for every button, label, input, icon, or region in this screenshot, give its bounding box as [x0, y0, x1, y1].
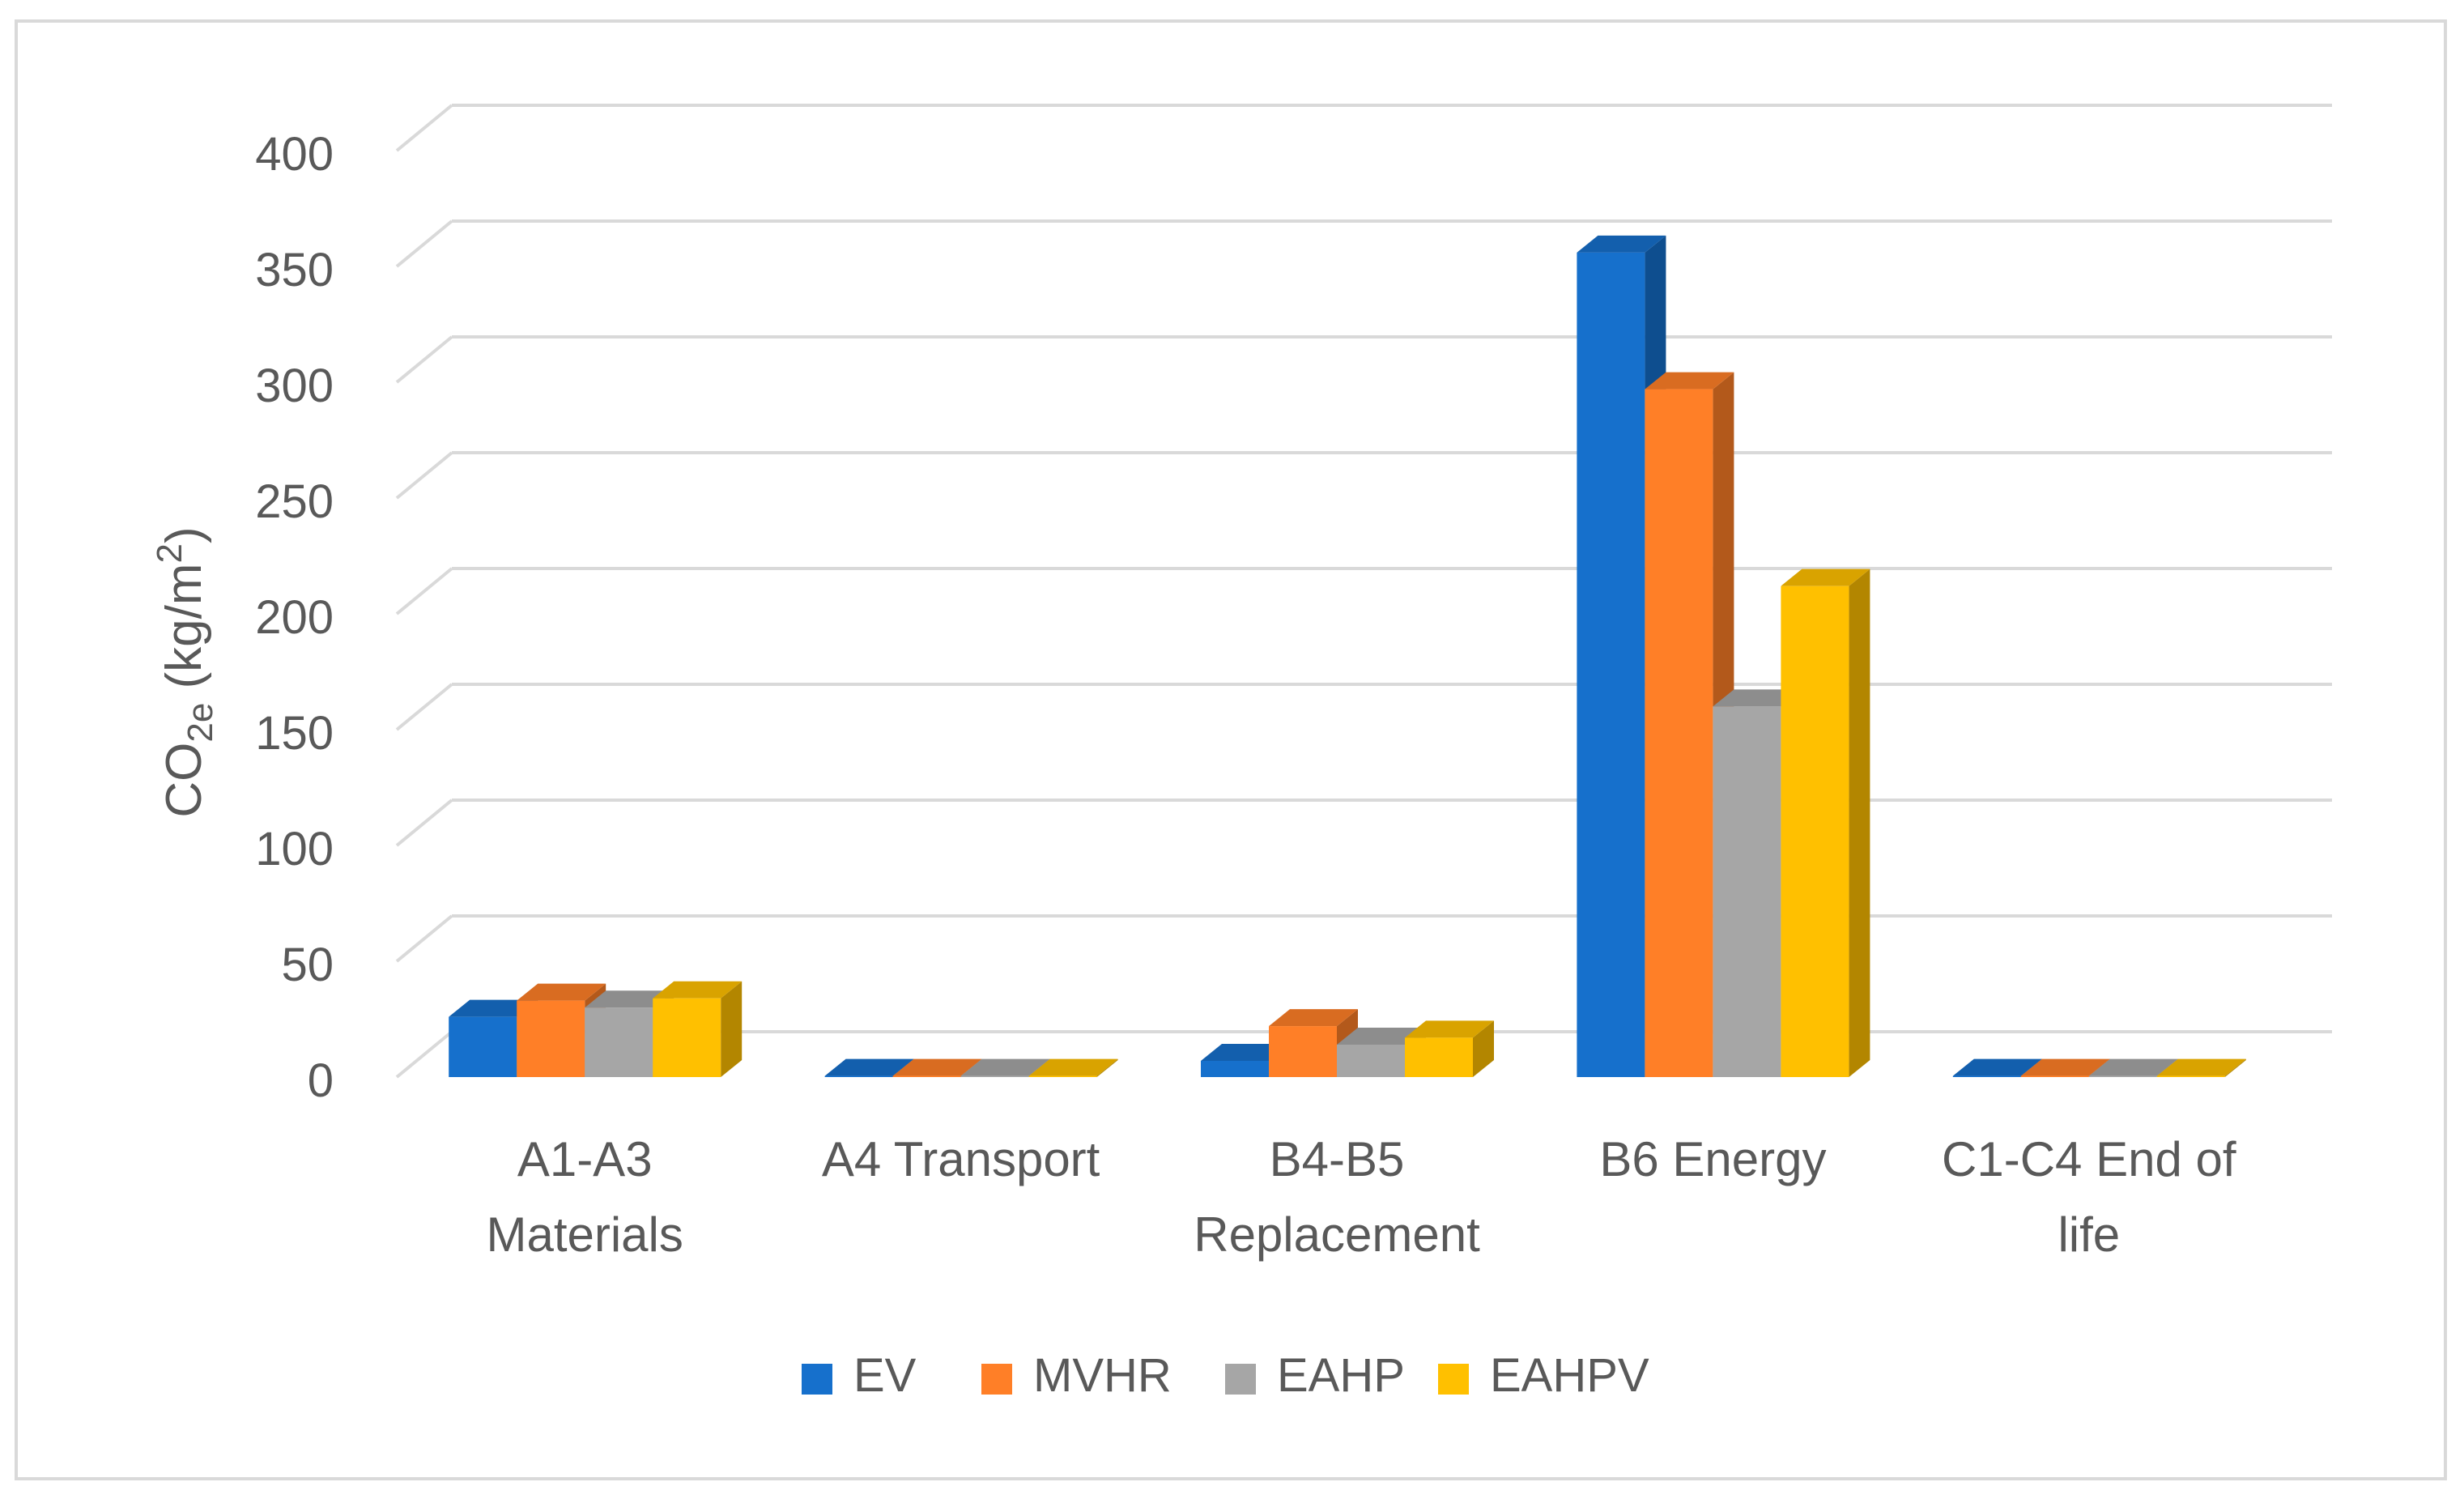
legend: EV MVHR EAHP EAHPV — [802, 1349, 1649, 1402]
gridlines — [395, 104, 2332, 1079]
x-tick-label: B4-B5 Replacement — [1194, 1132, 1480, 1262]
bar-front-face — [2156, 1075, 2225, 1077]
legend-swatch — [802, 1364, 832, 1395]
bars — [449, 235, 2246, 1078]
bar-top-face — [653, 981, 743, 999]
bar-top-face — [449, 999, 538, 1017]
bar-front-face — [1713, 706, 1781, 1077]
bar-front-face — [892, 1075, 961, 1077]
bar-eahpv — [2156, 1058, 2246, 1077]
gridline-diagonal — [395, 1030, 453, 1079]
bar-side-face — [1849, 569, 1870, 1077]
bar-front-face — [1781, 586, 1849, 1077]
x-tick-label: A4 Transport — [822, 1132, 1100, 1186]
y-tick-label: 100 — [255, 823, 334, 875]
y-axis-label-group: CO2e (kg/m2) — [150, 526, 220, 817]
y-tick-label: 200 — [255, 591, 334, 644]
gridline-diagonal — [395, 914, 453, 963]
bar-front-face — [1577, 252, 1645, 1078]
bar-top-face — [2020, 1058, 2110, 1076]
bar-front-face — [2088, 1075, 2157, 1077]
legend-item-ev: EV — [802, 1349, 917, 1402]
bar-top-face — [1269, 1009, 1358, 1027]
bar-front-face — [960, 1075, 1029, 1077]
gridline-diagonal — [395, 219, 453, 268]
legend-swatch — [1438, 1364, 1469, 1395]
legend-item-eahpv: EAHPV — [1438, 1349, 1649, 1402]
bar-front-face — [1405, 1037, 1473, 1077]
bar-front-face — [1337, 1044, 1405, 1077]
bar-top-face — [1201, 1043, 1290, 1061]
bar-front-face — [585, 1007, 653, 1077]
bar-front-face — [1269, 1026, 1337, 1077]
bar-eahpv — [1405, 1020, 1494, 1077]
bar-top-face — [1577, 235, 1666, 253]
bar-front-face — [449, 1016, 517, 1077]
bar-top-face — [960, 1058, 1050, 1076]
gridline-diagonal — [395, 451, 453, 500]
bar-eahpv — [1781, 569, 1870, 1077]
y-tick-label: 400 — [255, 128, 334, 181]
bar-front-face — [517, 1000, 585, 1077]
bar-top-face — [1713, 689, 1802, 707]
bar-eahpv — [653, 981, 743, 1077]
bar-eahpv — [1028, 1058, 1118, 1077]
bar-top-face — [1781, 569, 1870, 586]
bar-top-face — [517, 983, 606, 1001]
gridline-diagonal — [395, 567, 453, 615]
bar-front-face — [2020, 1075, 2089, 1077]
bar-front-face — [653, 998, 721, 1077]
y-axis-tick-labels: 0 50 100 150 200 250 300 350 400 — [255, 128, 334, 1107]
legend-swatch — [1225, 1364, 1256, 1395]
bar-side-face — [1096, 1058, 1118, 1077]
bar-front-face — [1201, 1060, 1269, 1077]
y-tick-label: 150 — [255, 707, 334, 760]
bar-top-face — [892, 1058, 982, 1076]
gridline-diagonal — [395, 104, 453, 152]
gridline-diagonal — [395, 798, 453, 847]
bar-top-face — [2156, 1058, 2246, 1076]
x-tick-label: A1-A3 Materials — [486, 1132, 683, 1262]
y-tick-label: 0 — [308, 1054, 334, 1107]
chart-border — [15, 19, 2447, 1480]
gridline-diagonal — [395, 335, 453, 384]
bar-top-face — [1028, 1058, 1118, 1076]
legend-item-eahp: EAHP — [1225, 1349, 1405, 1402]
bar-front-face — [824, 1075, 893, 1077]
y-axis-label: CO2e (kg/m2) — [150, 526, 220, 817]
y-tick-label: 300 — [255, 360, 334, 412]
bar-side-face — [2224, 1058, 2246, 1077]
bar-top-face — [1952, 1058, 2042, 1076]
y-tick-label: 350 — [255, 244, 334, 296]
legend-label: EAHP — [1277, 1349, 1405, 1402]
x-tick-label: B6 Energy — [1599, 1132, 1826, 1186]
y-tick-label: 50 — [281, 939, 334, 991]
bar-side-face — [1473, 1020, 1494, 1077]
bar-top-face — [1337, 1027, 1426, 1045]
legend-label: EV — [853, 1349, 917, 1402]
legend-item-mvhr: MVHR — [981, 1349, 1172, 1402]
bar-top-face — [824, 1058, 914, 1076]
legend-label: MVHR — [1033, 1349, 1172, 1402]
bar-front-face — [1952, 1075, 2021, 1077]
bar-top-face — [1405, 1020, 1494, 1038]
bar-top-face — [2088, 1058, 2178, 1076]
y-tick-label: 250 — [255, 475, 334, 528]
x-axis-tick-labels: A1-A3 Materials A4 Transport B4-B5 Replaceme… — [486, 1132, 2236, 1262]
legend-swatch — [981, 1364, 1012, 1395]
x-tick-label: C1-C4 End of life — [1942, 1132, 2236, 1262]
bar-side-face — [721, 981, 743, 1077]
bar-front-face — [1028, 1075, 1097, 1077]
bar-front-face — [1645, 389, 1713, 1078]
bar-top-face — [1645, 372, 1734, 390]
bar-top-face — [585, 990, 675, 1008]
legend-label: EAHPV — [1490, 1349, 1649, 1402]
gridline-diagonal — [395, 683, 453, 731]
